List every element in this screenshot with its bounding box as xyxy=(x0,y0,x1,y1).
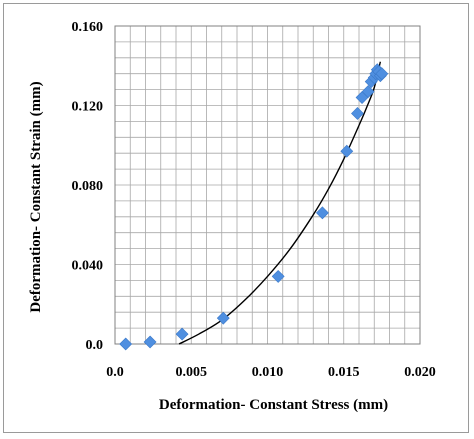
data-point xyxy=(375,67,389,81)
trendline xyxy=(178,61,382,345)
y-tick-label: 0.080 xyxy=(72,179,104,194)
x-axis-label: Deformation- Constant Stress (mm) xyxy=(159,397,388,413)
data-point xyxy=(271,270,285,283)
x-tick-label: 0.0 xyxy=(106,365,124,380)
data-point xyxy=(351,107,364,120)
trendline-group xyxy=(178,61,382,345)
y-axis-label: Deformation- Constant Strain (mm) xyxy=(28,81,44,312)
y-tick-label: 0.0 xyxy=(86,338,104,353)
x-tick-label: 0.005 xyxy=(176,365,208,380)
y-tick-label: 0.040 xyxy=(72,259,104,274)
data-points xyxy=(119,63,389,351)
x-tick-labels: 0.0 0.005 0.010 0.015 0.020 xyxy=(106,365,436,380)
scatter-chart: 0.0 0.005 0.010 0.015 0.020 0.0 0.040 0.080 0.1… xyxy=(28,20,436,413)
x-tick-label: 0.010 xyxy=(252,365,284,380)
data-point xyxy=(216,311,230,325)
data-point xyxy=(175,327,189,341)
data-point xyxy=(340,144,354,158)
data-point xyxy=(361,85,375,99)
y-tick-label: 0.120 xyxy=(72,100,104,115)
x-tick-label: 0.015 xyxy=(328,365,360,380)
data-point xyxy=(315,206,329,220)
plot-area-border xyxy=(114,25,421,345)
y-tick-labels: 0.0 0.040 0.080 0.120 0.160 xyxy=(72,20,104,353)
x-tick-label: 0.020 xyxy=(404,365,436,380)
chart-frame: 0.0 0.005 0.010 0.015 0.020 0.0 0.040 0.080 0.1… xyxy=(3,3,469,433)
data-point xyxy=(119,337,133,351)
y-tick-label: 0.160 xyxy=(72,20,104,35)
data-point xyxy=(143,335,157,349)
